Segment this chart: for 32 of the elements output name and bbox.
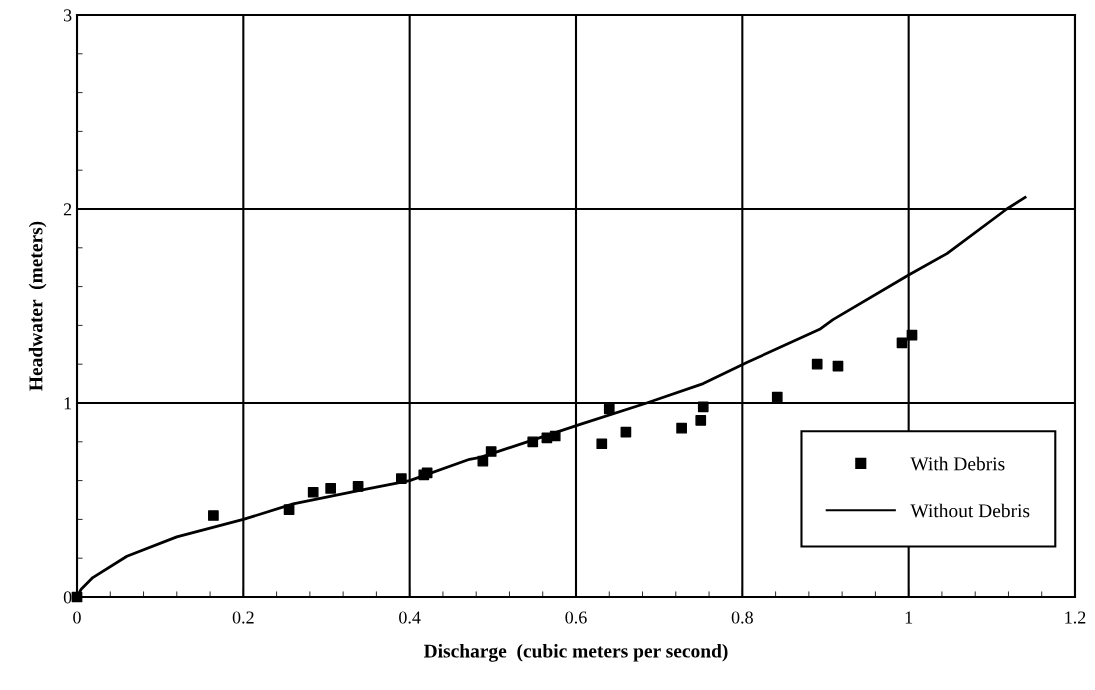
point: [771, 391, 783, 403]
legend-label: With Debris: [910, 456, 1005, 471]
point: [325, 483, 337, 494]
point: [395, 473, 407, 485]
x-axis-title: Discharge (cubic meters per second): [423, 643, 728, 662]
point: [283, 504, 295, 516]
point: [549, 430, 561, 442]
x-tick-label: 0.6: [565, 611, 587, 624]
y-axis-title: Headwater (meters): [28, 221, 47, 391]
x-tick-label: 1.2: [1065, 611, 1086, 624]
x-tick-label: 0.8: [731, 611, 753, 624]
point: [307, 486, 319, 498]
x-tick-label: 0.4: [399, 611, 421, 624]
y-tick-label: 3: [63, 9, 72, 22]
point: [603, 403, 615, 415]
y-tick-label: 1: [64, 397, 72, 410]
legend-label: Without Debris: [910, 503, 1030, 518]
point: [596, 438, 608, 450]
point: [485, 446, 497, 457]
x-tick-label: 0.2: [232, 611, 254, 624]
point: [695, 415, 707, 426]
y-tick-label: 0: [63, 591, 72, 604]
point: [477, 455, 489, 467]
point: [811, 358, 823, 370]
point: [208, 510, 219, 521]
x-tick-label: 1: [905, 611, 913, 624]
point: [527, 436, 539, 448]
point: [676, 422, 687, 434]
point: [352, 481, 364, 492]
point: [697, 401, 709, 413]
x-tick-label: 0: [73, 611, 81, 624]
y-tick-label: 2: [63, 203, 72, 216]
